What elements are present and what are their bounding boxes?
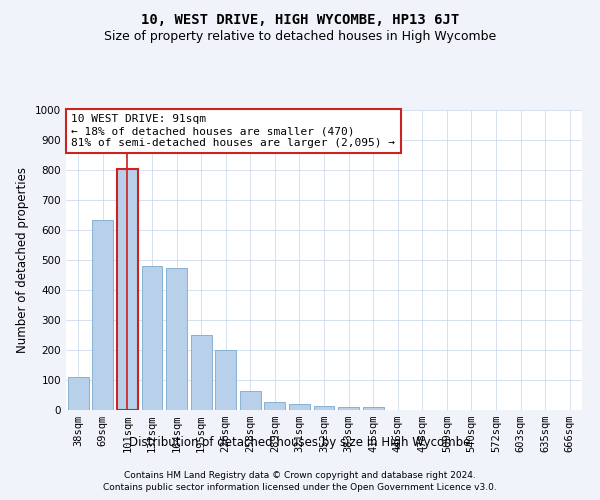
Bar — [191, 335, 212, 410]
Bar — [240, 392, 261, 410]
Bar — [117, 168, 138, 410]
Bar — [92, 220, 113, 410]
Text: 10, WEST DRIVE, HIGH WYCOMBE, HP13 6JT: 10, WEST DRIVE, HIGH WYCOMBE, HP13 6JT — [141, 12, 459, 26]
Bar — [265, 402, 286, 410]
Text: Contains public sector information licensed under the Open Government Licence v3: Contains public sector information licen… — [103, 483, 497, 492]
Bar — [166, 268, 187, 410]
Bar — [68, 377, 89, 410]
Text: Distribution of detached houses by size in High Wycombe: Distribution of detached houses by size … — [130, 436, 470, 449]
Bar — [215, 350, 236, 410]
Bar — [289, 404, 310, 410]
Text: Contains HM Land Registry data © Crown copyright and database right 2024.: Contains HM Land Registry data © Crown c… — [124, 472, 476, 480]
Bar — [314, 406, 334, 410]
Bar — [142, 266, 163, 410]
Text: 10 WEST DRIVE: 91sqm
← 18% of detached houses are smaller (470)
81% of semi-deta: 10 WEST DRIVE: 91sqm ← 18% of detached h… — [71, 114, 395, 148]
Bar — [338, 407, 359, 410]
Text: Size of property relative to detached houses in High Wycombe: Size of property relative to detached ho… — [104, 30, 496, 43]
Y-axis label: Number of detached properties: Number of detached properties — [16, 167, 29, 353]
Bar — [362, 407, 383, 410]
